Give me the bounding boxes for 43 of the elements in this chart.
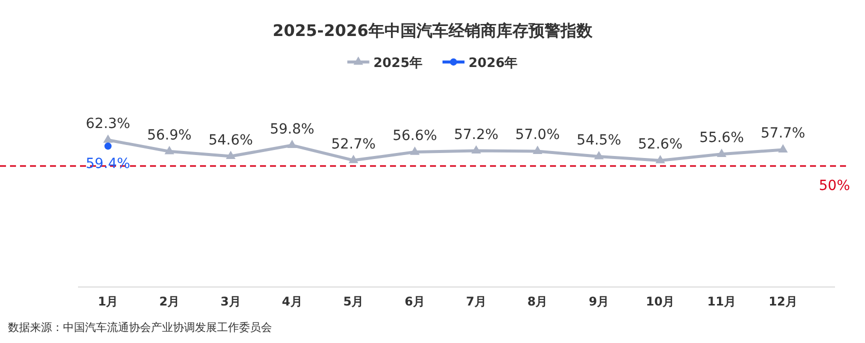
x-tick-label: 7月 xyxy=(466,294,486,309)
legend-label: 2025年 xyxy=(373,56,422,71)
data-label: 52.7% xyxy=(331,136,376,152)
x-tick-label: 5月 xyxy=(343,294,364,309)
data-label: 52.6% xyxy=(638,136,683,153)
point xyxy=(104,142,112,150)
point xyxy=(226,150,236,160)
point xyxy=(410,146,420,155)
source-note: 数据来源：中国汽车流通协会产业协调发展工作委员会 xyxy=(8,321,272,334)
point xyxy=(348,154,358,164)
data-label: 57.0% xyxy=(515,127,560,144)
point xyxy=(778,144,788,152)
point xyxy=(164,146,174,154)
x-tick-label: 1月 xyxy=(98,294,118,309)
point xyxy=(532,146,542,154)
data-label: 54.6% xyxy=(208,132,253,148)
x-tick-label: 3月 xyxy=(220,294,241,309)
point xyxy=(471,145,481,154)
point xyxy=(594,150,604,160)
x-tick-label: 11月 xyxy=(707,294,736,309)
x-tick-label: 8月 xyxy=(527,294,548,309)
data-label: 55.6% xyxy=(699,130,744,146)
x-tick-label: 6月 xyxy=(404,294,425,309)
data-label: 56.6% xyxy=(392,128,438,144)
chart-title: 2025-2026年中国汽车经销商库存预警指数 xyxy=(272,21,594,40)
x-tick-label: 10月 xyxy=(646,294,675,309)
data-label: 59.8% xyxy=(270,121,314,138)
x-tick-label: 2月 xyxy=(159,294,180,309)
data-label: 57.7% xyxy=(760,126,806,142)
x-tick-label: 12月 xyxy=(768,294,798,309)
point xyxy=(103,134,113,143)
point xyxy=(655,154,666,164)
point xyxy=(716,148,726,157)
data-label: 54.5% xyxy=(576,132,622,148)
x-tick-label: 9月 xyxy=(588,294,610,309)
data-label: 56.9% xyxy=(147,127,192,144)
point xyxy=(287,140,297,148)
data-label: 57.2% xyxy=(454,126,498,143)
data-label: 62.3% xyxy=(86,116,130,132)
data-label: 59.4% xyxy=(86,156,130,172)
legend-label: 2026年 xyxy=(468,56,518,71)
x-tick-label: 4月 xyxy=(282,294,302,309)
ref-line-label: 50% xyxy=(818,178,850,194)
